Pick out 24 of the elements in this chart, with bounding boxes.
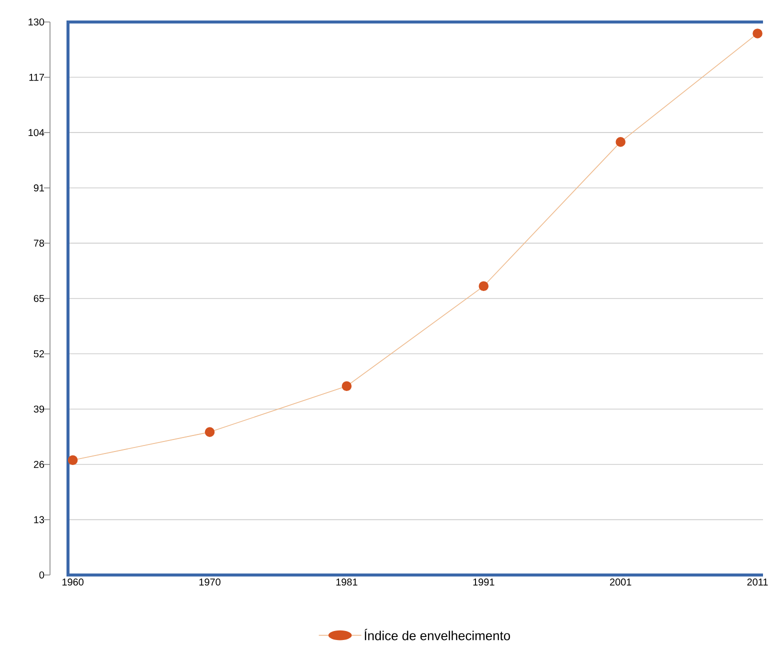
y-tick-label: 117: [29, 74, 44, 81]
y-tick-label: 52: [34, 350, 44, 358]
x-tick-label: 2011: [747, 578, 768, 586]
legend-label: Índice de envelhecimento: [364, 628, 510, 640]
y-tick-label: 78: [34, 240, 44, 247]
x-tick-label: 2001: [610, 578, 632, 586]
y-tick-label: 26: [34, 460, 44, 468]
point: [204, 427, 215, 437]
x-tick-label: 1970: [199, 578, 220, 586]
point: [752, 28, 762, 38]
y-tick-label: 39: [34, 406, 44, 413]
y-tick-label: 91: [34, 184, 44, 192]
point: [478, 281, 489, 292]
x-tick-label: 1991: [473, 578, 494, 586]
y-tick-label: 104: [28, 129, 44, 136]
y-tick-label: 13: [34, 516, 44, 524]
x-tick-label: 1960: [62, 578, 84, 586]
x-tick-label: 1981: [336, 578, 358, 586]
point: [616, 137, 626, 147]
y-tick-label: 0: [39, 571, 44, 579]
point: [342, 381, 352, 392]
y-tick-label: 130: [28, 18, 44, 26]
point: [68, 455, 78, 466]
y-tick-label: 65: [34, 294, 44, 302]
